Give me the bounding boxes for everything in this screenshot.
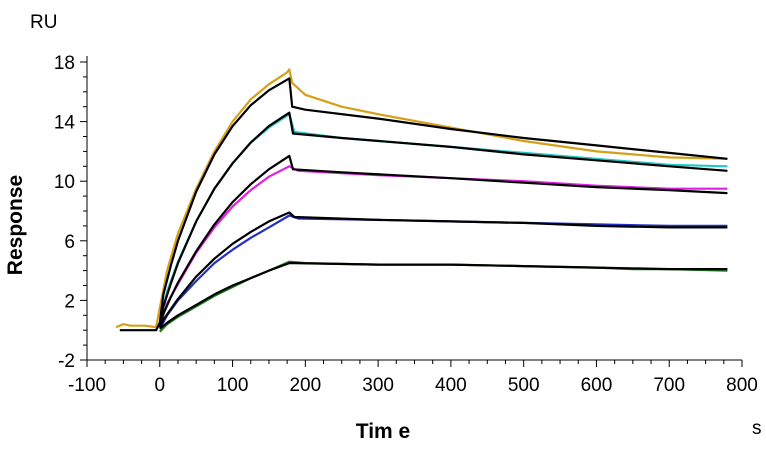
x-tick-label: 500	[508, 375, 540, 396]
fit-curve-5	[159, 262, 728, 330]
x-tick-label: 400	[435, 375, 467, 396]
x-tick-label: -100	[68, 375, 106, 396]
x-unit-label: s	[752, 418, 762, 439]
y-tick-label: 18	[54, 53, 75, 74]
response-curve-5	[159, 260, 728, 333]
axes: -2 2 6 10 14 18 -100 0 100 200 300 400 500 600 700 800	[54, 53, 758, 396]
fit-curve-3	[158, 154, 728, 327]
y-tick-label: 6	[64, 232, 75, 253]
y-unit-label: RU	[30, 12, 57, 33]
x-tick-label: 200	[289, 375, 321, 396]
fit-curve-1	[119, 77, 728, 332]
y-tick-label: -2	[58, 351, 75, 372]
x-tick-label: 700	[653, 375, 685, 396]
plot-area	[115, 68, 728, 333]
y-tick-label: 2	[64, 291, 75, 312]
fit-curve-4	[158, 211, 728, 328]
x-tick-label: 300	[362, 375, 394, 396]
y-axis-title: Response	[4, 175, 27, 275]
y-tick-label: 14	[54, 113, 76, 134]
x-axis-title: Tim e	[356, 420, 410, 443]
x-tick-label: 800	[726, 375, 758, 396]
x-tick-label: 600	[581, 375, 613, 396]
x-tick-label: 100	[217, 375, 249, 396]
fit-curve-2	[158, 111, 728, 325]
response-curve-1	[115, 68, 728, 329]
response-curve-4	[158, 214, 728, 330]
x-tick-label: 0	[154, 375, 165, 396]
y-tick-label: 10	[54, 172, 75, 193]
